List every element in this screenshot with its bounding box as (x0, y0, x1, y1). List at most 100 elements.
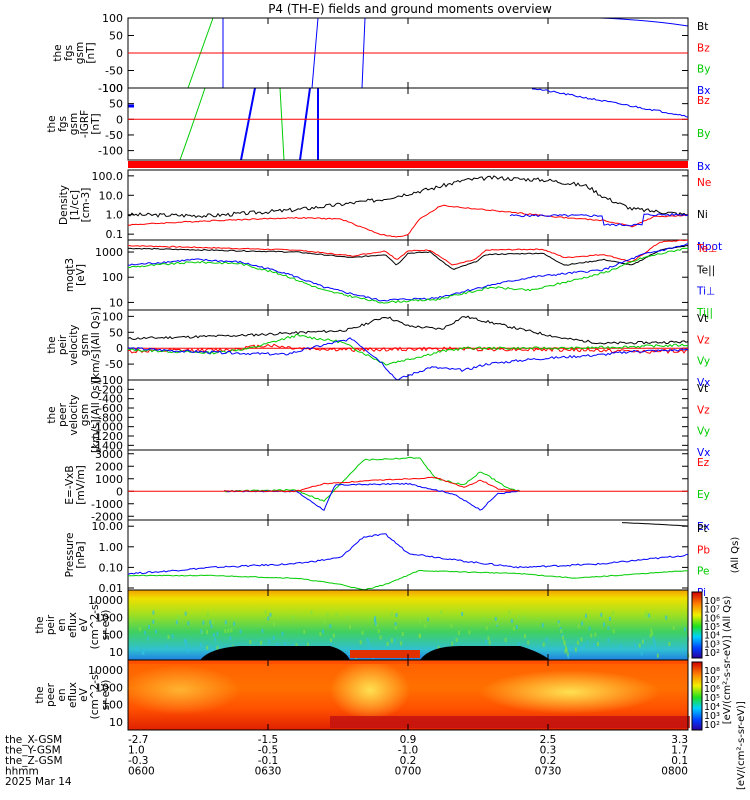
legend-Vy: Vy (697, 356, 710, 368)
spectrogram-cell (224, 628, 227, 633)
spectrogram-cell (144, 630, 147, 635)
y-tick-label: 3000 (95, 448, 123, 461)
spectrogram-cell (590, 633, 593, 638)
y-axis-label-line: peer (57, 402, 69, 427)
spectrogram-cell (269, 612, 272, 617)
y-axis-label-line: gsm (79, 334, 91, 356)
legend-Pe: Pe (697, 566, 709, 578)
y-tick-label: 0 (116, 47, 123, 60)
colorbar-tick: 10⁴ (704, 631, 720, 642)
spectrogram-cell (451, 641, 454, 646)
y-axis-label-line: eV (78, 687, 90, 701)
ez-line (223, 476, 521, 493)
bx-line (240, 87, 256, 161)
y-tick-label: 50 (109, 326, 123, 339)
spectrogram-cell (206, 611, 209, 616)
colorbar-tick: 10⁷ (704, 605, 720, 616)
y-tick-label: 10.0 (99, 189, 124, 202)
legend-Ey: Ey (697, 489, 710, 501)
y-axis-label-line: gsm (68, 113, 80, 135)
spectrogram-cell (200, 629, 203, 634)
spectrogram-cell (346, 615, 349, 620)
spectrogram-cell (585, 613, 588, 618)
spectrogram-cell (184, 640, 187, 645)
spectrogram-cell (273, 622, 276, 627)
orbit-label-0: the_X-GSM (5, 734, 62, 746)
y-axis-label-line: en (56, 618, 68, 631)
spectrogram-cell (612, 611, 615, 616)
legend-Pt: Pt (697, 523, 707, 535)
spectrogram-cell (230, 628, 233, 633)
y-axis-label-line: the (52, 44, 64, 61)
spectrogram-cell (185, 643, 188, 648)
y-tick-label: -50 (105, 129, 123, 142)
colorbar-tick: 10³ (704, 711, 720, 722)
orbit-value: -1.5 (258, 734, 279, 746)
spectrogram-cell (523, 616, 526, 621)
y-axis-label-line: the (34, 686, 46, 703)
legend-Ti⊥: Ti⊥ (696, 286, 715, 298)
legend-Vx: Vx (697, 447, 710, 459)
spectrogram-cell (640, 651, 643, 656)
spectrogram-cell (233, 621, 236, 626)
spectrogram-cell (583, 643, 586, 648)
y-tick-label: 10 (109, 716, 123, 729)
spectrogram-cell (211, 649, 214, 654)
spectrogram-cell (483, 617, 486, 622)
spectrogram-cell (229, 636, 232, 641)
tiperp-line (127, 243, 689, 302)
spectrogram-cell (612, 629, 615, 634)
y-tick-label: 10.00 (92, 520, 124, 533)
spectrogram-cell (394, 622, 397, 627)
date-label: 2025 Mar 14 (5, 776, 72, 788)
y-tick-label: 1.0 (106, 209, 124, 222)
spectrogram-cell (564, 649, 567, 654)
spectrogram-cell (375, 622, 378, 627)
figure-title: P4 (TH-E) fields and ground moments over… (268, 2, 552, 16)
spectrogram-cell (645, 611, 648, 616)
spectrogram-cell (510, 619, 513, 624)
y-axis-label-line: peir (57, 334, 69, 355)
orbit-value: 0.2 (400, 755, 417, 767)
y-axis-label-line: fgs (63, 45, 75, 61)
spectrogram-cell (665, 615, 668, 620)
pe-line (127, 570, 689, 591)
y-axis-label: E=-VxB[mV/m] (64, 465, 87, 504)
colorbar-tick: 10⁵ (704, 622, 720, 633)
y-tick-label: 10 (109, 296, 123, 309)
spectrogram-cell (485, 626, 488, 631)
spectrogram-cell (323, 620, 326, 625)
y-axis-label-line: gsm (79, 404, 91, 426)
spectrogram-cell (607, 638, 610, 643)
y-tick-label: 0 (116, 113, 123, 126)
y-tick-label: -400 (98, 393, 123, 406)
spectrogram-cell (393, 638, 396, 643)
spectrogram-cell (487, 636, 490, 641)
panel-peer_spec: 10000100010010thepeerenefluxeV(cm^2-s-sr… (34, 659, 690, 731)
y-axis-label-line: Density (58, 185, 70, 225)
spectrogram-cell (542, 642, 545, 647)
spectrogram-cell (641, 639, 644, 644)
y-axis-label-line: Pressure (64, 533, 76, 578)
spectrogram-cell (651, 631, 654, 636)
spectrogram-cell (562, 635, 565, 640)
vz-line (127, 343, 689, 354)
y-tick-label: -600 (98, 402, 123, 415)
colorbar-tick: 10² (704, 648, 720, 659)
legend-By: By (697, 128, 710, 140)
spectrogram-cell (386, 641, 389, 646)
spectrogram-cell (214, 637, 217, 642)
y-tick-label: 100 (102, 699, 123, 712)
y-tick-label: -100 (98, 145, 123, 158)
spectrogram-cell (650, 628, 653, 633)
orbit-value: 0.1 (671, 755, 688, 767)
y-axis-label: Density[1/cc][cm-3] (58, 185, 92, 225)
spectrogram-cell (634, 643, 637, 648)
y-tick-label: -200 (98, 383, 123, 396)
spectrogram-cell (199, 642, 202, 647)
y-tick-label: -100 (98, 82, 123, 95)
spectrogram-cell (455, 637, 458, 642)
spectrogram-cell (141, 651, 144, 656)
by-line (279, 87, 285, 161)
